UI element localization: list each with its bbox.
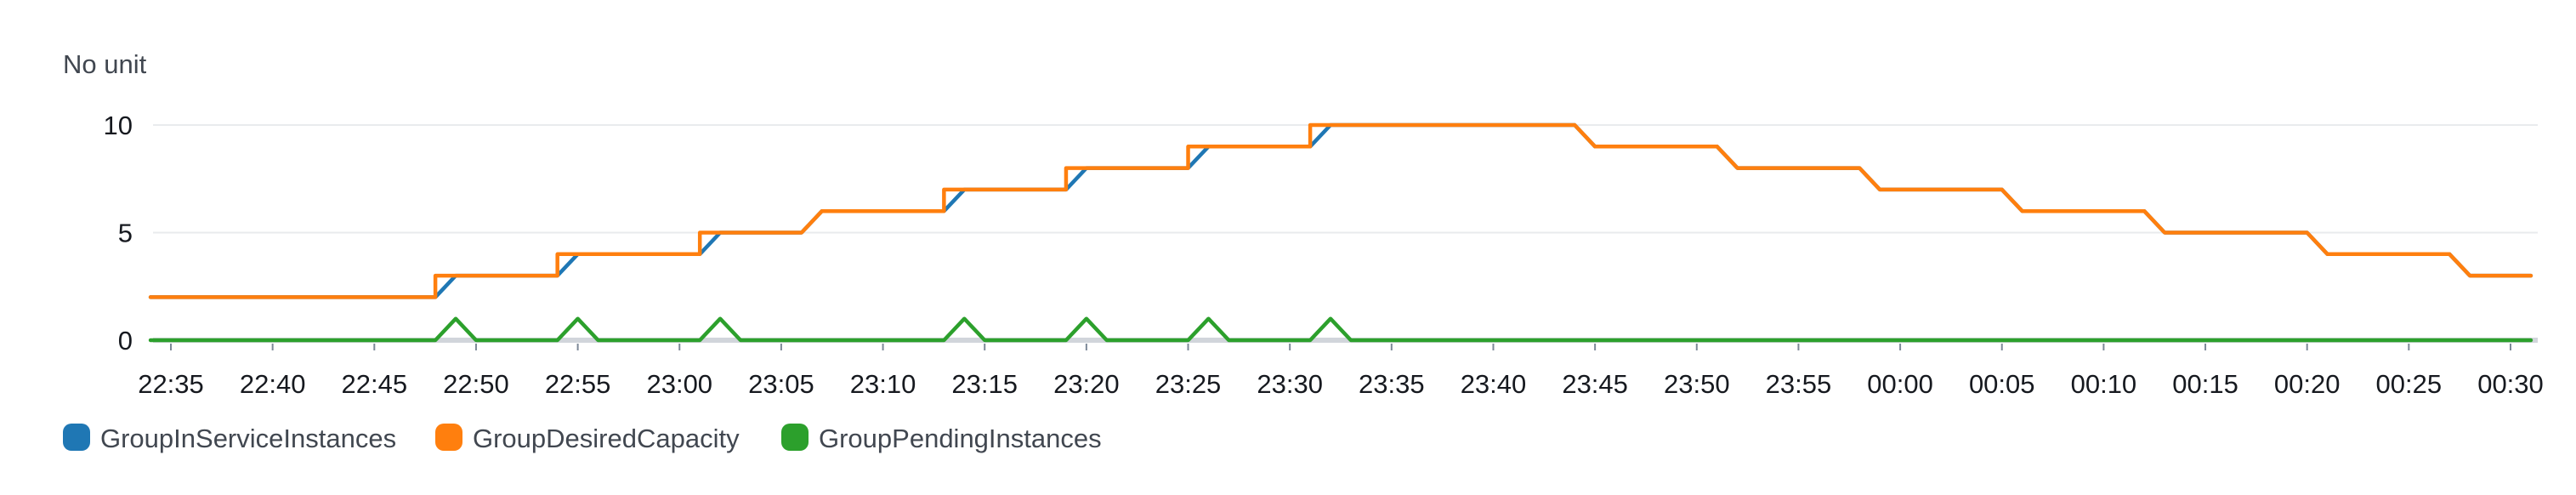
x-tick-label: 23:45: [1562, 369, 1628, 399]
series-line-groupdesiredcapacity: [148, 122, 2533, 299]
x-tick-label: 00:05: [1969, 369, 2035, 399]
x-axis-ticks: 22:35 22:40 22:45 22:50 22:55 23:00 23:05 23:10…: [138, 344, 2544, 399]
x-tick-label: 23:20: [1053, 369, 1120, 399]
x-tick-label: 23:50: [1664, 369, 1730, 399]
x-tick-label: 22:45: [342, 369, 408, 399]
unit-label: No unit: [63, 49, 147, 79]
x-tick-label: 22:55: [545, 369, 611, 399]
x-tick-label: 23:40: [1461, 369, 1527, 399]
x-tick-label: 00:15: [2172, 369, 2238, 399]
x-tick-label: 00:20: [2274, 369, 2341, 399]
x-tick-label: 23:10: [850, 369, 916, 399]
x-tick-label: 23:00: [646, 369, 712, 399]
series-lines: [148, 122, 2533, 343]
legend-label: GroupInServiceInstances: [100, 424, 396, 453]
y-tick-label: 10: [104, 111, 133, 140]
legend-label: GroupDesiredCapacity: [473, 424, 740, 453]
x-tick-label: 22:50: [443, 369, 509, 399]
legend: GroupInServiceInstances GroupDesiredCapac…: [63, 424, 1102, 453]
legend-swatch: [435, 424, 462, 451]
x-tick-label: 23:05: [748, 369, 814, 399]
series-line-groupinserviceinstances: [148, 122, 2533, 299]
x-tick-label: 00:10: [2071, 369, 2137, 399]
legend-label: GroupPendingInstances: [819, 424, 1102, 453]
x-tick-label: 23:35: [1359, 369, 1425, 399]
legend-item-groupinserviceinstances[interactable]: GroupInServiceInstances: [63, 424, 396, 453]
legend-swatch: [63, 424, 90, 451]
y-tick-label: 0: [118, 326, 133, 356]
x-tick-label: 23:25: [1155, 369, 1222, 399]
x-tick-label: 00:25: [2376, 369, 2443, 399]
x-tick-label: 23:15: [951, 369, 1018, 399]
x-tick-label: 00:00: [1867, 369, 1933, 399]
legend-item-groupdesiredcapacity[interactable]: GroupDesiredCapacity: [435, 424, 740, 453]
x-tick-label: 23:55: [1766, 369, 1832, 399]
y-tick-label: 5: [118, 219, 133, 248]
x-tick-label: 23:30: [1257, 369, 1323, 399]
x-tick-label: 00:30: [2477, 369, 2544, 399]
x-tick-label: 22:35: [138, 369, 204, 399]
series-line-grouppendinginstances: [148, 316, 2533, 343]
x-tick-label: 22:40: [240, 369, 306, 399]
y-axis-ticks: 0 5 10: [104, 111, 133, 356]
legend-swatch: [781, 424, 809, 451]
legend-item-grouppendinginstances[interactable]: GroupPendingInstances: [781, 424, 1102, 453]
